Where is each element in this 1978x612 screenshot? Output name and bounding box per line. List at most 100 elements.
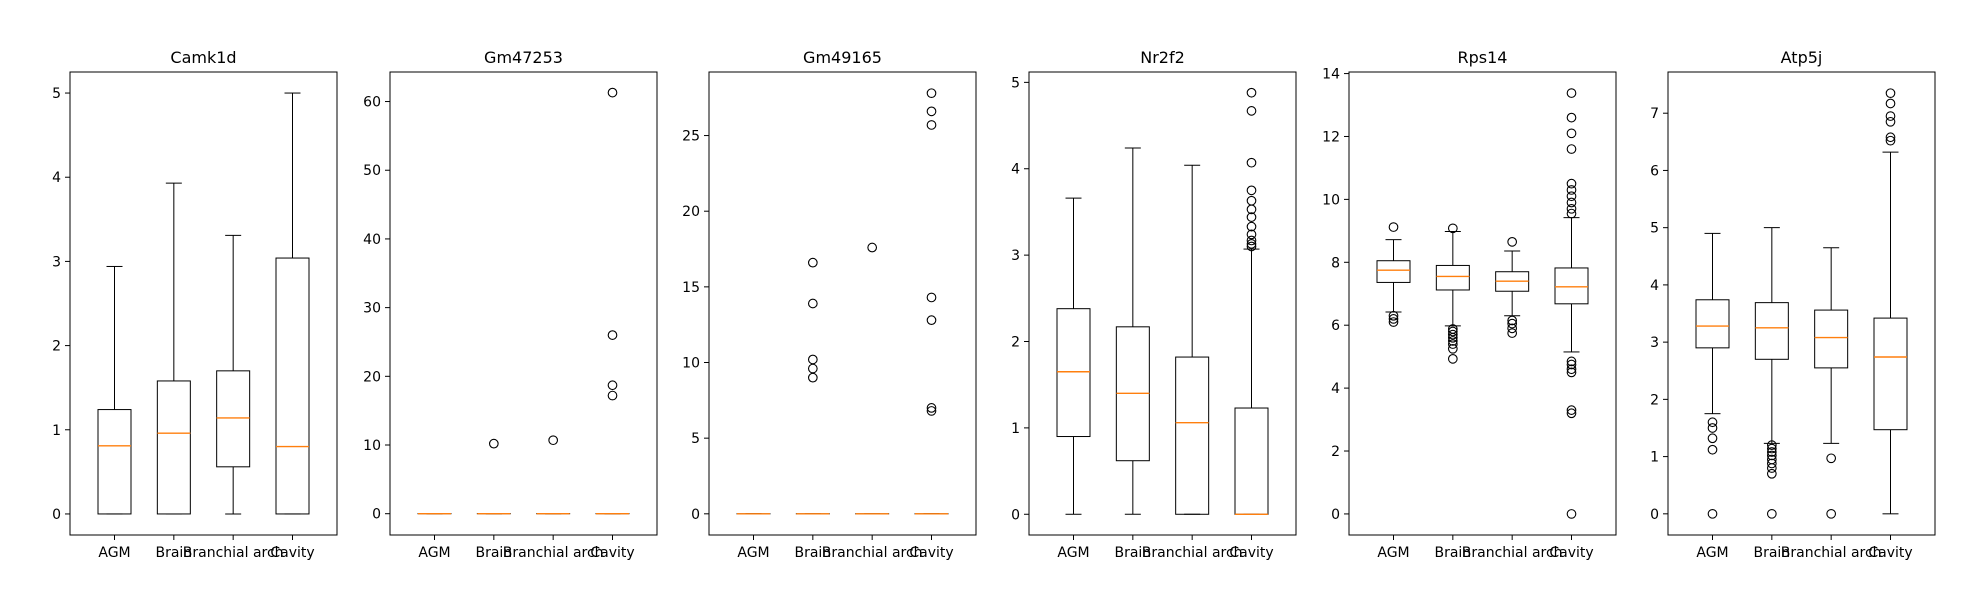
- flier-point: [1708, 510, 1717, 519]
- flier-point: [1708, 434, 1717, 443]
- flier-point: [1886, 112, 1895, 121]
- flier-point: [1449, 355, 1458, 364]
- x-tick-label: AGM: [1377, 545, 1409, 561]
- flier-point: [809, 364, 818, 373]
- flier-point: [1567, 89, 1576, 98]
- box-iqr: [217, 371, 250, 467]
- x-tick-label: Branchial arch: [1462, 545, 1563, 561]
- y-tick-label: 5: [691, 431, 700, 447]
- x-tick-label: AGM: [1696, 545, 1728, 561]
- y-tick-label: 1: [52, 423, 61, 439]
- box-iqr: [98, 410, 131, 514]
- flier-point: [1567, 145, 1576, 154]
- y-tick-label: 10: [363, 438, 381, 454]
- axes-frame: [390, 72, 657, 535]
- y-tick-label: 12: [1322, 129, 1340, 145]
- y-tick-label: 2: [1331, 444, 1340, 460]
- flier-point: [1389, 223, 1398, 232]
- box-iqr: [1555, 268, 1588, 304]
- box-iqr: [1874, 318, 1907, 430]
- y-tick-label: 0: [52, 507, 61, 523]
- box-iqr: [1176, 357, 1209, 514]
- y-tick-label: 15: [682, 280, 700, 296]
- panel-title: Camk1d: [170, 48, 236, 67]
- flier-point: [1567, 129, 1576, 138]
- flier-point: [927, 316, 936, 325]
- y-tick-label: 2: [1011, 335, 1020, 351]
- flier-point: [927, 293, 936, 302]
- y-tick-label: 6: [1331, 318, 1340, 334]
- flier-point: [490, 439, 499, 448]
- panel-title: Rps14: [1458, 48, 1508, 67]
- x-tick-label: Cavity: [270, 545, 314, 561]
- box-iqr: [1755, 303, 1788, 360]
- y-tick-label: 25: [682, 129, 700, 145]
- x-tick-label: Branchial arch: [503, 545, 604, 561]
- flier-point: [927, 89, 936, 98]
- axes-frame: [70, 72, 337, 535]
- y-tick-label: 50: [363, 163, 381, 179]
- flier-point: [608, 391, 617, 400]
- box-iqr: [1815, 310, 1848, 368]
- flier-point: [1247, 107, 1256, 116]
- y-tick-label: 8: [1331, 255, 1340, 271]
- y-tick-label: 4: [1650, 278, 1659, 294]
- axes-frame: [1029, 72, 1296, 535]
- flier-point: [608, 88, 617, 97]
- flier-point: [1247, 186, 1256, 195]
- y-tick-label: 10: [682, 356, 700, 372]
- y-tick-label: 3: [1650, 335, 1659, 351]
- box-iqr: [1696, 300, 1729, 348]
- flier-point: [1508, 238, 1517, 247]
- x-tick-label: Branchial arch: [822, 545, 923, 561]
- flier-point: [1247, 158, 1256, 167]
- flier-point: [608, 381, 617, 390]
- axes-frame: [709, 72, 976, 535]
- y-tick-label: 20: [363, 369, 381, 385]
- x-tick-label: AGM: [98, 545, 130, 561]
- y-tick-label: 1: [1650, 450, 1659, 466]
- box-iqr: [1377, 261, 1410, 283]
- y-tick-label: 40: [363, 232, 381, 248]
- y-tick-label: 0: [372, 507, 381, 523]
- y-tick-label: 10: [1322, 192, 1340, 208]
- panel-title: Gm49165: [803, 48, 882, 67]
- y-tick-label: 5: [1650, 221, 1659, 237]
- flier-point: [549, 436, 558, 445]
- y-tick-label: 0: [691, 507, 700, 523]
- x-tick-label: Cavity: [909, 545, 953, 561]
- flier-point: [1827, 454, 1836, 463]
- flier-point: [608, 331, 617, 340]
- flier-point: [868, 243, 877, 252]
- x-tick-label: Branchial arch: [183, 545, 284, 561]
- y-tick-label: 20: [682, 204, 700, 220]
- panel-title: Atp5j: [1781, 48, 1823, 67]
- flier-point: [927, 121, 936, 130]
- y-tick-label: 60: [363, 95, 381, 111]
- flier-point: [809, 299, 818, 308]
- panel-title: Gm47253: [484, 48, 563, 67]
- flier-point: [1247, 88, 1256, 97]
- panel-title: Nr2f2: [1140, 48, 1185, 67]
- y-tick-label: 4: [52, 170, 61, 186]
- x-tick-label: AGM: [737, 545, 769, 561]
- y-tick-label: 5: [52, 86, 61, 102]
- flier-point: [1567, 179, 1576, 188]
- x-tick-label: Cavity: [1229, 545, 1273, 561]
- y-tick-label: 4: [1331, 381, 1340, 397]
- y-tick-label: 0: [1011, 507, 1020, 523]
- y-tick-label: 14: [1322, 67, 1340, 83]
- flier-point: [1708, 418, 1717, 427]
- x-tick-label: Cavity: [1868, 545, 1912, 561]
- x-tick-label: Branchial arch: [1781, 545, 1882, 561]
- y-tick-label: 2: [52, 339, 61, 355]
- y-tick-label: 6: [1650, 163, 1659, 179]
- y-tick-label: 2: [1650, 392, 1659, 408]
- flier-point: [809, 373, 818, 382]
- y-tick-label: 7: [1650, 106, 1659, 122]
- x-tick-label: AGM: [1057, 545, 1089, 561]
- flier-point: [1886, 89, 1895, 98]
- y-tick-label: 3: [52, 254, 61, 270]
